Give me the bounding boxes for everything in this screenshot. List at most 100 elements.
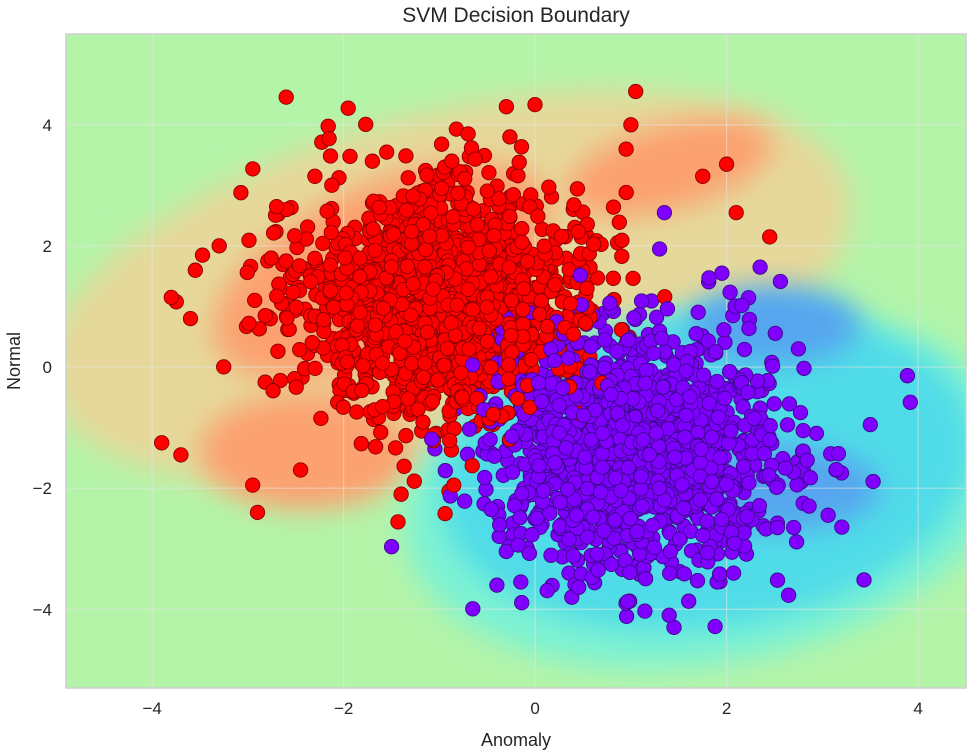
anomaly-cluster-point	[491, 191, 507, 207]
normal-cluster-point	[583, 338, 599, 355]
anomaly-cluster-point	[718, 156, 735, 172]
anomaly-cluster-point	[319, 203, 335, 219]
normal-cluster-point	[529, 510, 545, 526]
normal-cluster-point	[457, 493, 473, 509]
normal-cluster-point	[461, 421, 478, 437]
normal-cluster-point	[383, 539, 400, 555]
anomaly-cluster-point	[486, 227, 502, 244]
normal-cluster-point	[707, 618, 723, 635]
normal-cluster-point	[437, 463, 453, 479]
anomaly-cluster-point	[613, 321, 630, 338]
anomaly-cluster-point	[471, 320, 488, 336]
anomaly-cluster-point	[437, 505, 453, 522]
anomaly-cluster-point	[618, 184, 634, 201]
anomaly-cluster-point	[375, 300, 391, 316]
anomaly-cluster-point	[553, 228, 570, 245]
normal-cluster-point	[498, 543, 514, 560]
normal-cluster-point	[535, 483, 552, 499]
anomaly-cluster-point	[374, 355, 391, 371]
normal-cluster-point	[769, 479, 785, 496]
normal-cluster-point	[662, 543, 679, 560]
normal-cluster-point	[596, 523, 612, 539]
anomaly-cluster-point	[398, 148, 414, 164]
anomaly-cluster-point	[354, 382, 370, 399]
anomaly-cluster-point	[514, 221, 530, 237]
normal-cluster-point	[711, 566, 728, 582]
normal-cluster-point	[725, 565, 742, 581]
y-axis-label: Normal	[4, 332, 24, 390]
anomaly-cluster-point	[419, 324, 436, 340]
normal-cluster-point	[489, 577, 505, 593]
scatter-points	[154, 83, 918, 636]
anomaly-cluster-point	[307, 360, 323, 377]
normal-cluster-point	[504, 428, 520, 444]
anomaly-cluster-point	[216, 359, 232, 375]
normal-cluster-point	[483, 501, 499, 518]
normal-cluster-point	[561, 531, 577, 547]
normal-cluster-point	[521, 545, 538, 562]
plot-frame	[65, 33, 967, 689]
normal-cluster-point	[780, 587, 797, 603]
anomaly-cluster-point	[454, 389, 470, 405]
normal-cluster-point	[555, 380, 571, 396]
anomaly-cluster-point	[315, 312, 332, 328]
normal-cluster-point	[746, 410, 762, 427]
normal-cluster-point	[820, 507, 836, 523]
normal-cluster-point	[572, 267, 588, 283]
normal-cluster-point	[607, 512, 623, 528]
normal-cluster-point	[606, 530, 622, 547]
normal-cluster-point	[646, 539, 663, 556]
anomaly-cluster-point	[173, 447, 189, 463]
anomaly-cluster-point	[321, 130, 337, 147]
anomaly-cluster-point	[340, 100, 356, 116]
normal-cluster-point	[622, 564, 638, 580]
anomaly-cluster-point	[163, 289, 179, 306]
anomaly-cluster-point	[505, 187, 521, 203]
anomaly-cluster-point	[527, 96, 543, 113]
anomaly-cluster-point	[547, 277, 563, 293]
anomaly-cluster-point	[405, 188, 421, 204]
anomaly-cluster-point	[483, 359, 499, 375]
anomaly-cluster-point	[498, 99, 515, 115]
normal-cluster-point	[752, 259, 768, 275]
x-axis-label: Anomaly	[481, 730, 551, 750]
normal-cluster-point	[649, 403, 666, 419]
x-tick-label: 4	[913, 699, 922, 718]
anomaly-cluster-point	[364, 153, 381, 169]
anomaly-cluster-point	[307, 250, 323, 267]
normal-cluster-point	[700, 333, 716, 349]
normal-cluster-point	[607, 470, 623, 486]
normal-cluster-point	[530, 375, 547, 391]
anomaly-cluster-point	[322, 148, 339, 164]
anomaly-cluster-point	[396, 458, 412, 474]
anomaly-cluster-point	[453, 365, 469, 381]
anomaly-cluster-point	[400, 170, 416, 186]
anomaly-cluster-point	[415, 369, 432, 385]
anomaly-cluster-point	[292, 462, 309, 478]
normal-cluster-point	[721, 364, 738, 380]
normal-cluster-point	[662, 565, 678, 581]
x-tick-label: 0	[530, 699, 539, 718]
normal-cluster-point	[524, 527, 540, 543]
anomaly-cluster-point	[515, 280, 532, 297]
normal-cluster-point	[736, 341, 753, 358]
y-tick-label: −2	[33, 479, 52, 498]
normal-cluster-point	[676, 566, 692, 582]
anomaly-cluster-point	[403, 355, 420, 372]
normal-cluster-point	[676, 500, 692, 516]
anomaly-cluster-point	[326, 299, 342, 315]
anomaly-cluster-point	[342, 148, 358, 165]
anomaly-cluster-point	[405, 276, 421, 292]
anomaly-cluster-point	[444, 153, 460, 169]
normal-cluster-point	[769, 519, 786, 536]
anomaly-cluster-point	[350, 317, 366, 334]
anomaly-cluster-point	[424, 393, 441, 410]
anomaly-cluster-point	[566, 197, 582, 213]
anomaly-cluster-point	[287, 228, 303, 244]
anomaly-cluster-point	[728, 204, 744, 221]
anomaly-cluster-point	[404, 223, 420, 240]
normal-cluster-point	[718, 476, 735, 492]
normal-cluster-point	[740, 384, 756, 400]
normal-cluster-point	[681, 593, 697, 609]
anomaly-cluster-point	[397, 333, 413, 350]
